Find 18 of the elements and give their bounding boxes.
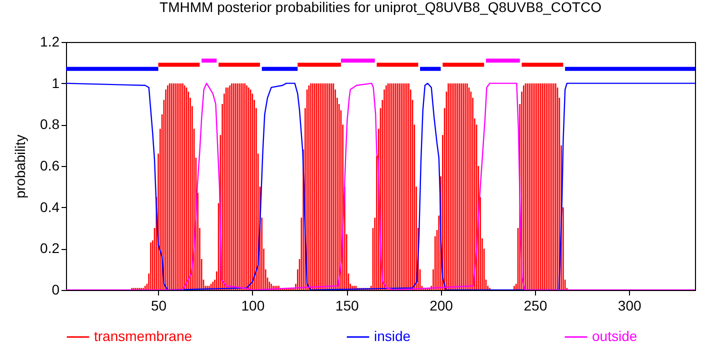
x-tick-label: 200 — [430, 298, 454, 314]
y-tick-label: 1.2 — [40, 34, 60, 50]
chart-title: TMHMM posterior probabilities for uniprot_Q8UVB8_Q8UVB8_COTCO — [160, 0, 602, 15]
y-tick-label: 1 — [52, 74, 60, 91]
legend-label: outside — [592, 328, 638, 344]
legend-label: transmembrane — [94, 328, 192, 344]
x-tick-label: 150 — [335, 298, 359, 314]
x-tick-label: 50 — [150, 298, 167, 314]
x-tick-label: 100 — [241, 298, 265, 314]
y-tick-label: 0.4 — [40, 198, 60, 215]
y-tick-label: 0 — [52, 282, 60, 298]
y-tick-label: 0.6 — [40, 158, 60, 174]
y-tick-label: 0.8 — [40, 116, 60, 132]
legend-label: inside — [374, 328, 411, 344]
y-axis-title: probability — [12, 134, 28, 198]
x-tick-label: 250 — [524, 298, 548, 314]
x-tick-label: 300 — [618, 298, 642, 314]
y-tick-label: 0.2 — [40, 240, 60, 256]
